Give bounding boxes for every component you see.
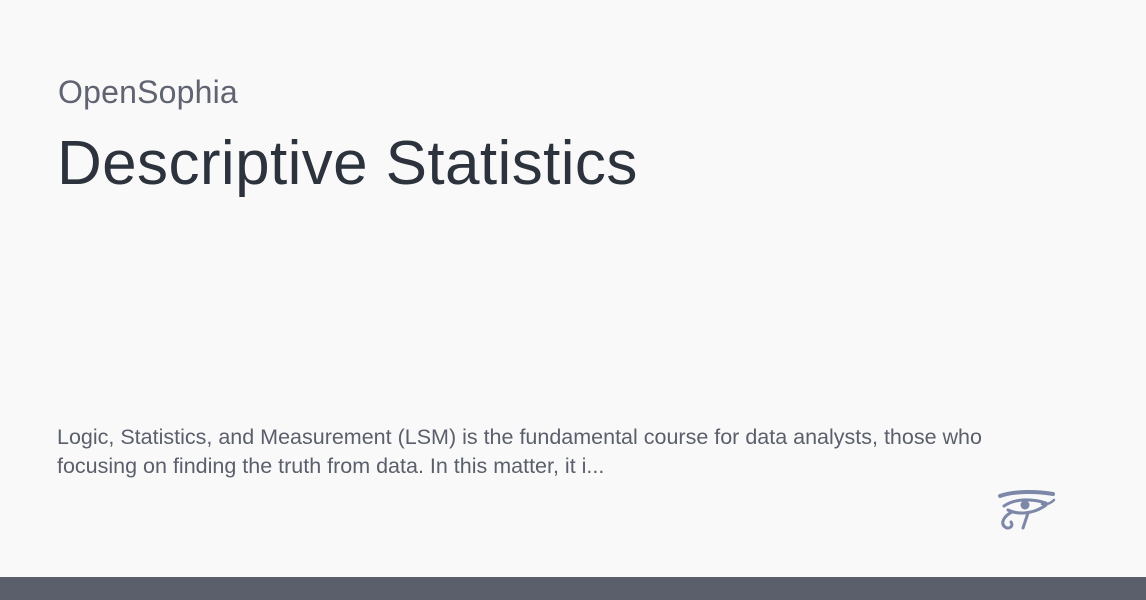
site-name: OpenSophia [58, 74, 238, 110]
page-description: Logic, Statistics, and Measurement (LSM)… [57, 425, 982, 478]
bottom-bar [0, 577, 1146, 600]
eye-of-horus-icon [996, 488, 1056, 534]
page-title: Descriptive Statistics [57, 129, 638, 198]
preview-card: OpenSophia Descriptive Statistics Logic,… [57, 74, 1056, 534]
